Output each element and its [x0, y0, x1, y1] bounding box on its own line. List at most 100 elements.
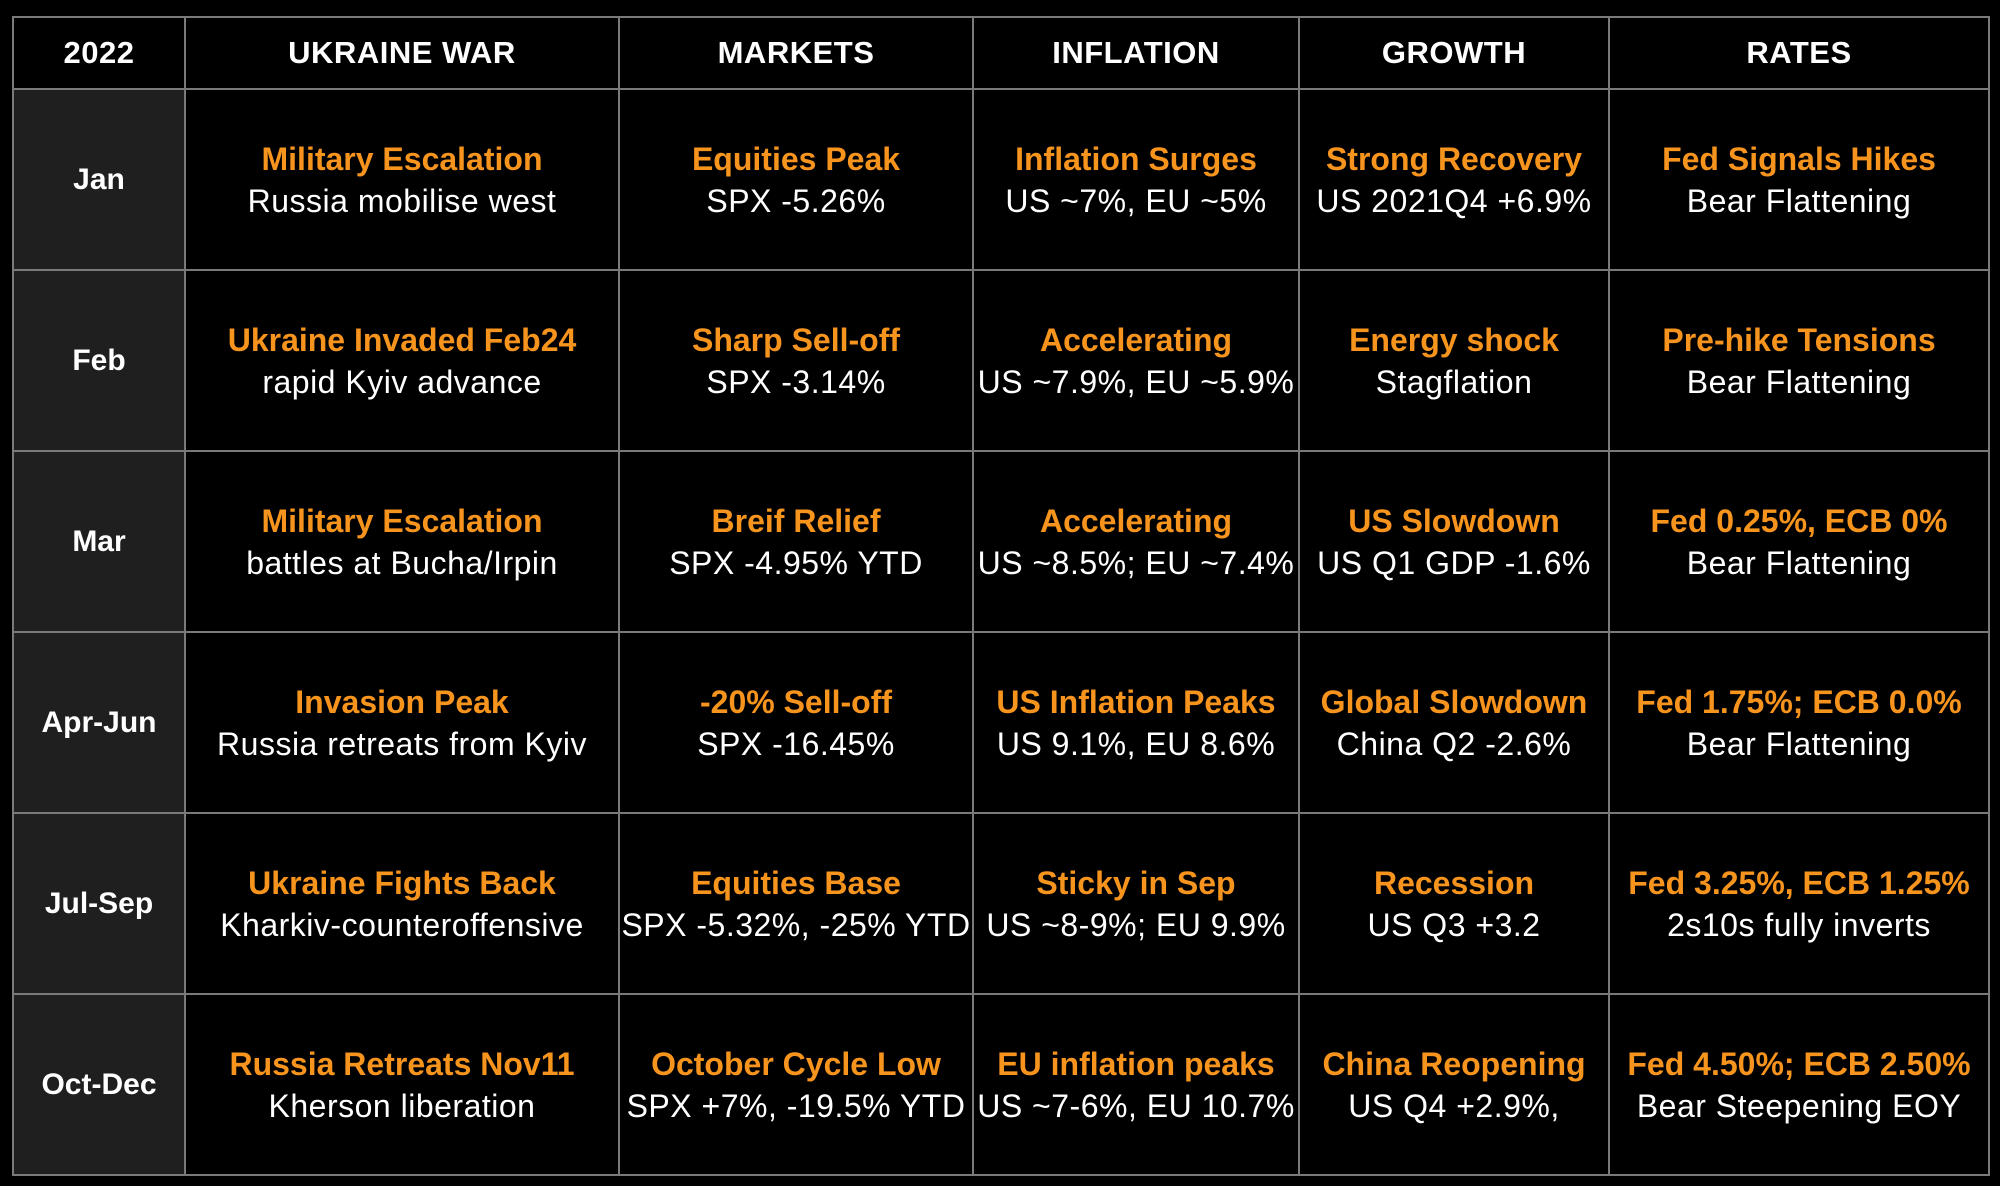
cell-detail: SPX -5.26% — [706, 182, 886, 219]
cell-detail: US ~7.9%, EU ~5.9% — [977, 363, 1295, 400]
cell-headline: China Reopening — [1322, 1045, 1586, 1082]
table-row: Jul-Sep Ukraine Fights Back Kharkiv-count… — [12, 812, 1990, 995]
period-label: Apr-Jun — [12, 631, 186, 814]
cell-headline: Strong Recovery — [1325, 140, 1583, 177]
period-label: Jan — [12, 88, 186, 271]
column-header-ukraine-war: UKRAINE WAR — [184, 16, 620, 90]
cell-detail: US Q1 GDP -1.6% — [1317, 544, 1591, 581]
cell-headline: Fed 1.75%; ECB 0.0% — [1636, 683, 1962, 720]
year-header: 2022 — [12, 16, 186, 90]
cell-headline: Accelerating — [1039, 321, 1233, 358]
rates-cell: Pre-hike Tensions Bear Flattening — [1608, 269, 1990, 452]
cell-detail: Bear Flattening — [1686, 544, 1912, 581]
rates-cell: Fed 1.75%; ECB 0.0% Bear Flattening — [1608, 631, 1990, 814]
cell-headline: October Cycle Low — [651, 1045, 941, 1082]
cell-detail: Bear Flattening — [1686, 363, 1912, 400]
growth-cell: Strong Recovery US 2021Q4 +6.9% — [1298, 88, 1610, 271]
inflation-cell: Accelerating US ~7.9%, EU ~5.9% — [972, 269, 1300, 452]
rates-cell: Fed 0.25%, ECB 0% Bear Flattening — [1608, 450, 1990, 633]
markets-cell: Breif Relief SPX -4.95% YTD — [618, 450, 974, 633]
header-row: 2022 UKRAINE WAR MARKETS INFLATION GROWT… — [12, 16, 1990, 90]
growth-cell: US Slowdown US Q1 GDP -1.6% — [1298, 450, 1610, 633]
cell-detail: US Q4 +2.9%, — [1348, 1087, 1560, 1124]
cell-headline: US Slowdown — [1348, 502, 1560, 539]
cell-detail: SPX +7%, -19.5% YTD — [626, 1087, 966, 1124]
timeline-board: 2022 UKRAINE WAR MARKETS INFLATION GROWT… — [12, 16, 1990, 1176]
cell-headline: Inflation Surges — [1015, 140, 1257, 177]
period-label: Feb — [12, 269, 186, 452]
rates-cell: Fed 4.50%; ECB 2.50% Bear Steepening EOY — [1608, 993, 1990, 1176]
cell-headline: Ukraine Invaded Feb24 — [227, 321, 577, 358]
cell-headline: Breif Relief — [711, 502, 881, 539]
ukraine-war-cell: Military Escalation battles at Bucha/Irpi… — [184, 450, 620, 633]
markets-cell: Equities Base SPX -5.32%, -25% YTD — [618, 812, 974, 995]
inflation-cell: Inflation Surges US ~7%, EU ~5% — [972, 88, 1300, 271]
cell-headline: Military Escalation — [261, 502, 543, 539]
table-row: Oct-Dec Russia Retreats Nov11 Kherson lib… — [12, 993, 1990, 1176]
column-header-inflation: INFLATION — [972, 16, 1300, 90]
cell-detail: 2s10s fully inverts — [1667, 906, 1931, 943]
ukraine-war-cell: Ukraine Invaded Feb24 rapid Kyiv advance — [184, 269, 620, 452]
column-header-growth: GROWTH — [1298, 16, 1610, 90]
cell-headline: Fed Signals Hikes — [1662, 140, 1936, 177]
cell-detail: US ~7%, EU ~5% — [1005, 182, 1267, 219]
table-row: Mar Military Escalation battles at Bucha/… — [12, 450, 1990, 633]
cell-detail: SPX -3.14% — [706, 363, 886, 400]
rates-cell: Fed Signals Hikes Bear Flattening — [1608, 88, 1990, 271]
ukraine-war-cell: Ukraine Fights Back Kharkiv-counteroffens… — [184, 812, 620, 995]
cell-headline: Russia Retreats Nov11 — [229, 1045, 575, 1082]
ukraine-war-cell: Military Escalation Russia mobilise west — [184, 88, 620, 271]
table-row: Feb Ukraine Invaded Feb24 rapid Kyiv adva… — [12, 269, 1990, 452]
growth-cell: Recession US Q3 +3.2 — [1298, 812, 1610, 995]
cell-headline: Sticky in Sep — [1036, 864, 1236, 901]
inflation-cell: Accelerating US ~8.5%; EU ~7.4% — [972, 450, 1300, 633]
cell-headline: Energy shock — [1349, 321, 1559, 358]
cell-detail: US ~8-9%; EU 9.9% — [986, 906, 1286, 943]
timeline-table: 2022 UKRAINE WAR MARKETS INFLATION GROWT… — [12, 16, 1990, 1176]
cell-detail: US 9.1%, EU 8.6% — [996, 725, 1276, 762]
cell-detail: Russia mobilise west — [247, 182, 557, 219]
table-row: Jan Military Escalation Russia mobilise w… — [12, 88, 1990, 271]
inflation-cell: US Inflation Peaks US 9.1%, EU 8.6% — [972, 631, 1300, 814]
ukraine-war-cell: Invasion Peak Russia retreats from Kyiv — [184, 631, 620, 814]
period-label: Jul-Sep — [12, 812, 186, 995]
markets-cell: Sharp Sell-off SPX -3.14% — [618, 269, 974, 452]
cell-detail: Kherson liberation — [268, 1087, 536, 1124]
inflation-cell: Sticky in Sep US ~8-9%; EU 9.9% — [972, 812, 1300, 995]
rates-cell: Fed 3.25%, ECB 1.25% 2s10s fully inverts — [1608, 812, 1990, 995]
cell-detail: battles at Bucha/Irpin — [246, 544, 558, 581]
cell-headline: -20% Sell-off — [699, 683, 893, 720]
growth-cell: China Reopening US Q4 +2.9%, — [1298, 993, 1610, 1176]
cell-detail: Bear Steepening EOY — [1636, 1087, 1962, 1124]
cell-detail: rapid Kyiv advance — [262, 363, 542, 400]
cell-headline: Equities Peak — [691, 140, 901, 177]
column-header-rates: RATES — [1608, 16, 1990, 90]
cell-headline: Pre-hike Tensions — [1662, 321, 1936, 358]
column-header-markets: MARKETS — [618, 16, 974, 90]
cell-detail: Russia retreats from Kyiv — [217, 725, 587, 762]
cell-detail: Kharkiv-counteroffensive — [220, 906, 584, 943]
cell-headline: Accelerating — [1039, 502, 1233, 539]
ukraine-war-cell: Russia Retreats Nov11 Kherson liberation — [184, 993, 620, 1176]
cell-detail: SPX -4.95% YTD — [669, 544, 923, 581]
cell-headline: US Inflation Peaks — [996, 683, 1276, 720]
growth-cell: Global Slowdown China Q2 -2.6% — [1298, 631, 1610, 814]
growth-cell: Energy shock Stagflation — [1298, 269, 1610, 452]
cell-headline: Ukraine Fights Back — [248, 864, 556, 901]
cell-headline: Equities Base — [691, 864, 901, 901]
cell-detail: China Q2 -2.6% — [1336, 725, 1572, 762]
cell-headline: Global Slowdown — [1320, 683, 1588, 720]
cell-detail: US ~7-6%, EU 10.7% — [977, 1087, 1295, 1124]
markets-cell: October Cycle Low SPX +7%, -19.5% YTD — [618, 993, 974, 1176]
cell-headline: Invasion Peak — [295, 683, 509, 720]
cell-headline: Sharp Sell-off — [691, 321, 900, 358]
period-label: Oct-Dec — [12, 993, 186, 1176]
markets-cell: Equities Peak SPX -5.26% — [618, 88, 974, 271]
cell-detail: US Q3 +3.2 — [1367, 906, 1541, 943]
table-row: Apr-Jun Invasion Peak Russia retreats fro… — [12, 631, 1990, 814]
markets-cell: -20% Sell-off SPX -16.45% — [618, 631, 974, 814]
cell-headline: Military Escalation — [261, 140, 543, 177]
period-label: Mar — [12, 450, 186, 633]
cell-detail: SPX -5.32%, -25% YTD — [621, 906, 971, 943]
cell-headline: Fed 0.25%, ECB 0% — [1650, 502, 1948, 539]
